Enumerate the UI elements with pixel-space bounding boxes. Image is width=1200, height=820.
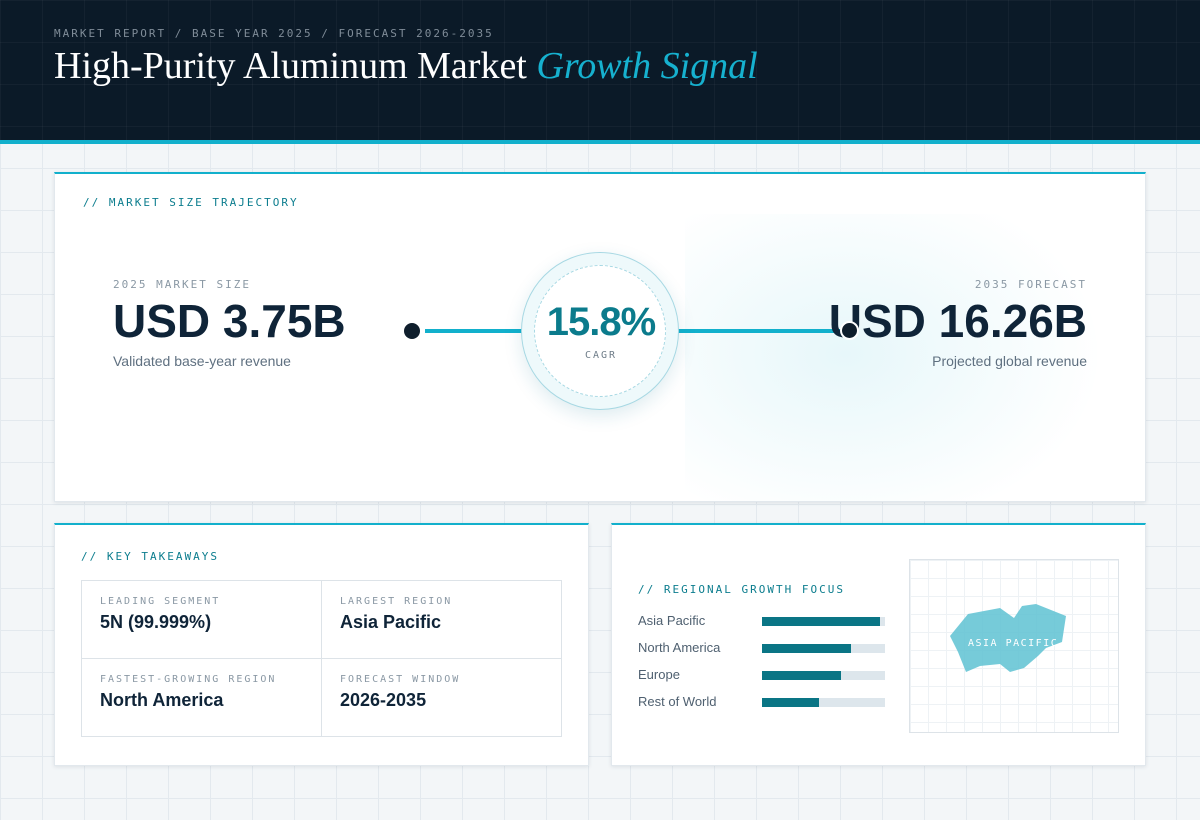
region-bar-track	[762, 698, 885, 707]
region-bar-track	[762, 671, 885, 680]
key-takeaways-card: // KEY TAKEAWAYS LEADING SEGMENT 5N (99.…	[54, 523, 589, 766]
takeaway-label: LARGEST REGION	[340, 596, 453, 607]
region-bar-track	[762, 617, 885, 626]
takeaway-label: FORECAST WINDOW	[340, 674, 461, 685]
start-stat-label: 2025 MARKET SIZE	[113, 278, 251, 291]
cagr-badge: 15.8% CAGR	[521, 252, 679, 410]
region-bar-fill	[762, 698, 819, 707]
region-bar-fill	[762, 671, 841, 680]
start-market-size-value: USD 3.75B	[113, 295, 346, 347]
takeaway-cell-forecast-window: FORECAST WINDOW 2026-2035	[322, 659, 562, 737]
trajectory-start-dot	[404, 323, 420, 339]
cagr-label: CAGR	[584, 350, 618, 361]
page-title: High-Purity Aluminum Market Growth Signa…	[54, 44, 758, 88]
takeaway-cell-leading-segment: LEADING SEGMENT 5N (99.999%)	[82, 581, 322, 659]
takeaway-label: FASTEST-GROWING REGION	[100, 674, 277, 685]
regional-section-label: // REGIONAL GROWTH FOCUS	[638, 583, 845, 596]
region-name: Rest of World	[638, 694, 717, 709]
takeaway-value: Asia Pacific	[340, 612, 442, 632]
breadcrumb: MARKET REPORT / BASE YEAR 2025 / FORECAS…	[54, 27, 494, 40]
start-stat-description: Validated base-year revenue	[113, 353, 291, 369]
region-bar-fill	[762, 617, 881, 626]
regional-growth-focus-card: // REGIONAL GROWTH FOCUS Asia Pacific No…	[611, 523, 1146, 766]
region-bar-track	[762, 644, 885, 653]
end-stat-description: Projected global revenue	[932, 353, 1087, 369]
region-name: North America	[638, 640, 721, 655]
takeaways-grid: LEADING SEGMENT 5N (99.999%) LARGEST REG…	[81, 580, 562, 737]
region-row-north-america: North America	[638, 640, 888, 658]
market-size-trajectory-card: // MARKET SIZE TRAJECTORY 2025 MARKET SI…	[54, 172, 1146, 502]
asia-pacific-region-icon	[950, 604, 1066, 672]
region-row-rest-of-world: Rest of World	[638, 694, 888, 712]
takeaways-section-label: // KEY TAKEAWAYS	[81, 550, 219, 563]
region-bar-fill	[762, 644, 851, 653]
end-forecast-value: USD 16.26B	[828, 295, 1087, 347]
asia-pacific-map-shape	[950, 604, 1066, 672]
takeaway-value: 5N (99.999%)	[100, 612, 212, 632]
end-stat-label: 2035 FORECAST	[974, 278, 1087, 291]
region-name: Europe	[638, 667, 680, 682]
cagr-value: 15.8%	[546, 300, 656, 344]
takeaway-value: 2026-2035	[340, 690, 427, 710]
takeaway-cell-fastest-growing-region: FASTEST-GROWING REGION North America	[82, 659, 322, 737]
cagr-badge-inner: 15.8% CAGR	[534, 265, 666, 397]
takeaway-value: North America	[100, 690, 224, 710]
takeaway-cell-largest-region: LARGEST REGION Asia Pacific	[322, 581, 562, 659]
trajectory-end-dot	[840, 321, 859, 340]
page-title-accent: Growth Signal	[536, 45, 758, 87]
region-row-europe: Europe	[638, 667, 888, 685]
region-name: Asia Pacific	[638, 613, 706, 628]
region-map: ASIA PACIFIC	[909, 559, 1119, 733]
trajectory-section-label: // MARKET SIZE TRAJECTORY	[83, 196, 299, 209]
report-header: MARKET REPORT / BASE YEAR 2025 / FORECAS…	[0, 0, 1200, 144]
region-row-asia-pacific: Asia Pacific	[638, 613, 888, 631]
map-region-label: ASIA PACIFIC	[968, 638, 1059, 649]
page-title-main: High-Purity Aluminum Market	[54, 45, 527, 87]
takeaway-label: LEADING SEGMENT	[100, 596, 221, 607]
